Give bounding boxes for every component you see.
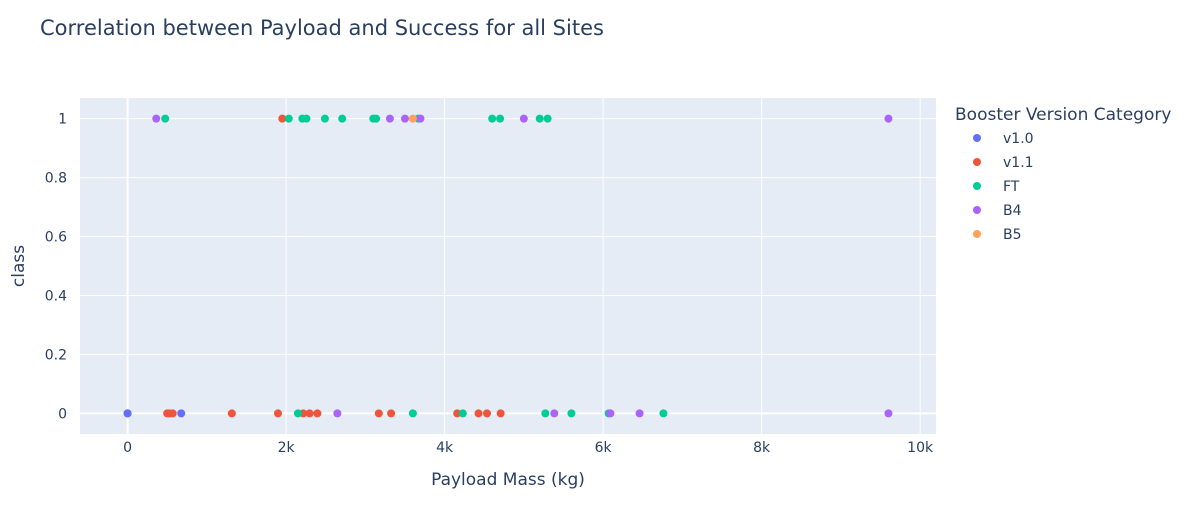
data-point: [496, 409, 505, 418]
data-point: [474, 409, 483, 418]
x-tick-label: 10k: [907, 440, 934, 456]
data-point: [488, 114, 497, 123]
data-point: [123, 409, 132, 418]
data-point: [227, 409, 236, 418]
data-point: [884, 409, 893, 418]
data-point: [458, 409, 467, 418]
x-axis-title: Payload Mass (kg): [431, 470, 585, 490]
data-point: [152, 114, 161, 123]
data-point: [385, 114, 394, 123]
x-axis-ticks: 0 2k 4k 6k 8k 10k: [123, 440, 934, 456]
data-points: [123, 114, 893, 418]
x-tick-label: 4k: [436, 440, 454, 456]
legend-label: FT: [1003, 179, 1020, 195]
legend-title: Booster Version Category: [955, 105, 1171, 125]
data-point: [313, 409, 322, 418]
legend-label: B4: [1003, 203, 1022, 219]
legend-label: B5: [1003, 227, 1022, 243]
legend-items: v1.0 v1.1 FT B4 B5: [973, 131, 1034, 243]
y-tick-label: 0.4: [45, 288, 67, 304]
data-point: [408, 409, 417, 418]
legend-marker: [973, 230, 981, 238]
chart-title: Correlation between Payload and Success …: [40, 16, 604, 40]
data-point: [284, 114, 293, 123]
data-point: [408, 114, 417, 123]
data-point: [453, 409, 462, 418]
data-point: [278, 114, 287, 123]
legend: Booster Version Category v1.0 v1.1 FT B4 B5: [955, 105, 1171, 243]
data-point: [416, 114, 425, 123]
data-point: [519, 114, 528, 123]
legend-marker: [973, 182, 981, 190]
data-point: [567, 409, 576, 418]
data-point: [635, 409, 644, 418]
x-tick-label: 6k: [595, 440, 613, 456]
data-point: [168, 409, 177, 418]
data-point: [550, 409, 559, 418]
data-point: [374, 409, 383, 418]
grid-layer: [80, 98, 936, 434]
x-tick-label: 0: [123, 440, 132, 456]
legend-marker: [973, 134, 981, 142]
x-tick-label: 2k: [278, 440, 296, 456]
plot-area-background: [80, 98, 936, 434]
data-point: [293, 409, 302, 418]
y-tick-label: 1: [58, 112, 67, 128]
legend-label: v1.0: [1003, 131, 1034, 147]
data-point: [400, 114, 409, 123]
y-tick-label: 0.8: [45, 171, 67, 187]
data-point: [302, 114, 311, 123]
data-point: [659, 409, 668, 418]
data-point: [884, 114, 893, 123]
y-axis-ticks: 0 0.2 0.4 0.6 0.8 1: [45, 112, 67, 423]
y-axis-title: class: [9, 245, 29, 287]
data-point: [496, 114, 505, 123]
data-point: [372, 114, 381, 123]
data-point: [482, 409, 491, 418]
data-point: [541, 409, 550, 418]
data-point: [606, 409, 615, 418]
legend-marker: [973, 158, 981, 166]
y-tick-label: 0.6: [45, 230, 67, 246]
data-point: [387, 409, 396, 418]
data-point: [320, 114, 329, 123]
legend-marker: [973, 206, 981, 214]
y-tick-label: 0.2: [45, 347, 67, 363]
data-point: [543, 114, 552, 123]
x-tick-label: 8k: [753, 440, 771, 456]
data-point: [177, 409, 186, 418]
data-point: [333, 409, 342, 418]
data-point: [161, 114, 170, 123]
data-point: [273, 409, 282, 418]
legend-label: v1.1: [1003, 155, 1034, 171]
data-point: [535, 114, 544, 123]
data-point: [305, 409, 314, 418]
y-tick-label: 0: [58, 406, 67, 422]
data-point: [338, 114, 347, 123]
